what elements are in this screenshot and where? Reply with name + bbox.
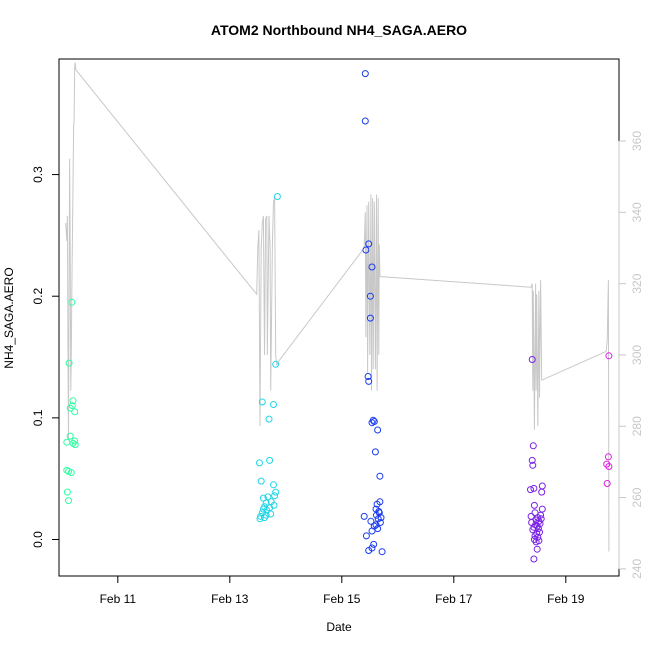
data-point xyxy=(65,497,72,505)
y2-tick-label: 340 xyxy=(630,202,644,222)
data-point xyxy=(66,432,74,440)
data-point xyxy=(364,373,372,380)
points-layer xyxy=(63,70,613,563)
y2-tick-label: 360 xyxy=(630,131,644,151)
y2-tick-label: 320 xyxy=(630,273,644,293)
x-tick-label: Feb 11 xyxy=(100,592,137,606)
secondary-line-layer xyxy=(65,62,610,552)
data-point xyxy=(530,501,538,509)
data-point xyxy=(603,460,611,468)
data-point xyxy=(264,493,272,501)
data-point xyxy=(256,459,263,467)
data-point xyxy=(63,488,71,496)
data-point xyxy=(66,404,74,412)
data-point xyxy=(361,70,369,78)
x-axis-label: Date xyxy=(326,620,352,634)
data-point xyxy=(603,480,611,487)
data-point xyxy=(262,499,270,507)
data-point xyxy=(68,402,76,410)
data-point xyxy=(362,246,370,254)
data-point xyxy=(261,514,268,522)
data-point xyxy=(256,515,264,523)
y-axis-label: NH4_SAGA.AERO xyxy=(2,267,16,368)
data-point xyxy=(257,477,265,485)
y2-tick-label: 280 xyxy=(630,416,644,436)
data-point xyxy=(374,525,382,533)
x-tick-label: Feb 15 xyxy=(323,592,361,606)
data-point xyxy=(372,521,380,529)
y-tick-label: 0.0 xyxy=(31,531,45,548)
data-point xyxy=(365,240,373,248)
data-point xyxy=(368,263,376,271)
x-tick-label: Feb 17 xyxy=(435,592,473,606)
y2-tick-label: 260 xyxy=(630,487,644,507)
data-point xyxy=(605,352,613,360)
data-point xyxy=(538,505,546,513)
data-point xyxy=(65,359,73,367)
data-point xyxy=(370,540,378,548)
data-point xyxy=(68,298,76,306)
data-point xyxy=(272,488,280,496)
y2-axis: 240 260 280 300 320 340 360 xyxy=(618,131,644,579)
data-point xyxy=(265,415,273,423)
x-tick-label: Feb 19 xyxy=(547,592,585,606)
data-point xyxy=(271,492,279,500)
data-point xyxy=(272,360,280,368)
data-point xyxy=(259,505,267,513)
y2-tick-label: 300 xyxy=(630,345,644,365)
data-point xyxy=(366,314,374,322)
data-point xyxy=(360,512,368,520)
data-point xyxy=(373,500,381,508)
data-point xyxy=(528,356,536,363)
data-point xyxy=(532,538,540,546)
data-point xyxy=(266,456,274,464)
y-tick-label: 0.3 xyxy=(31,166,45,183)
data-point xyxy=(529,461,537,469)
data-point xyxy=(366,292,374,300)
data-point xyxy=(528,456,536,464)
data-point xyxy=(376,472,384,480)
data-point xyxy=(368,527,376,535)
data-point xyxy=(71,408,79,416)
data-point xyxy=(67,469,75,477)
data-point xyxy=(361,117,369,125)
data-point xyxy=(365,377,373,385)
data-point xyxy=(69,397,77,405)
data-point xyxy=(527,486,534,494)
data-point xyxy=(258,398,266,406)
data-point xyxy=(538,488,546,496)
secondary-series-line xyxy=(65,62,610,552)
data-point xyxy=(604,453,612,461)
data-point xyxy=(270,481,277,489)
data-point xyxy=(267,510,275,518)
y-axis: 0.0 0.1 0.2 0.3 xyxy=(31,166,60,548)
data-point xyxy=(530,555,538,563)
x-tick-label: Feb 13 xyxy=(211,592,249,606)
data-point xyxy=(529,442,537,450)
data-point xyxy=(371,448,379,456)
chart-title: ATOM2 Northbound NH4_SAGA.AERO xyxy=(211,22,467,38)
data-point xyxy=(529,526,537,534)
data-point xyxy=(374,515,382,523)
y-tick-label: 0.1 xyxy=(31,409,45,426)
data-point xyxy=(362,532,370,540)
x-axis: Feb 11 Feb 13 Feb 15 Feb 17 Feb 19 xyxy=(100,575,585,606)
data-point xyxy=(378,548,386,556)
data-point xyxy=(374,426,382,434)
data-point xyxy=(270,401,277,408)
data-point xyxy=(530,484,538,492)
y-tick-label: 0.2 xyxy=(31,288,45,305)
data-point xyxy=(365,547,373,554)
data-point xyxy=(368,419,376,427)
data-point xyxy=(273,193,281,200)
y2-tick-label: 240 xyxy=(630,559,644,579)
data-point xyxy=(71,441,79,449)
data-point xyxy=(605,463,613,470)
data-point xyxy=(533,545,541,553)
data-point xyxy=(367,517,375,525)
